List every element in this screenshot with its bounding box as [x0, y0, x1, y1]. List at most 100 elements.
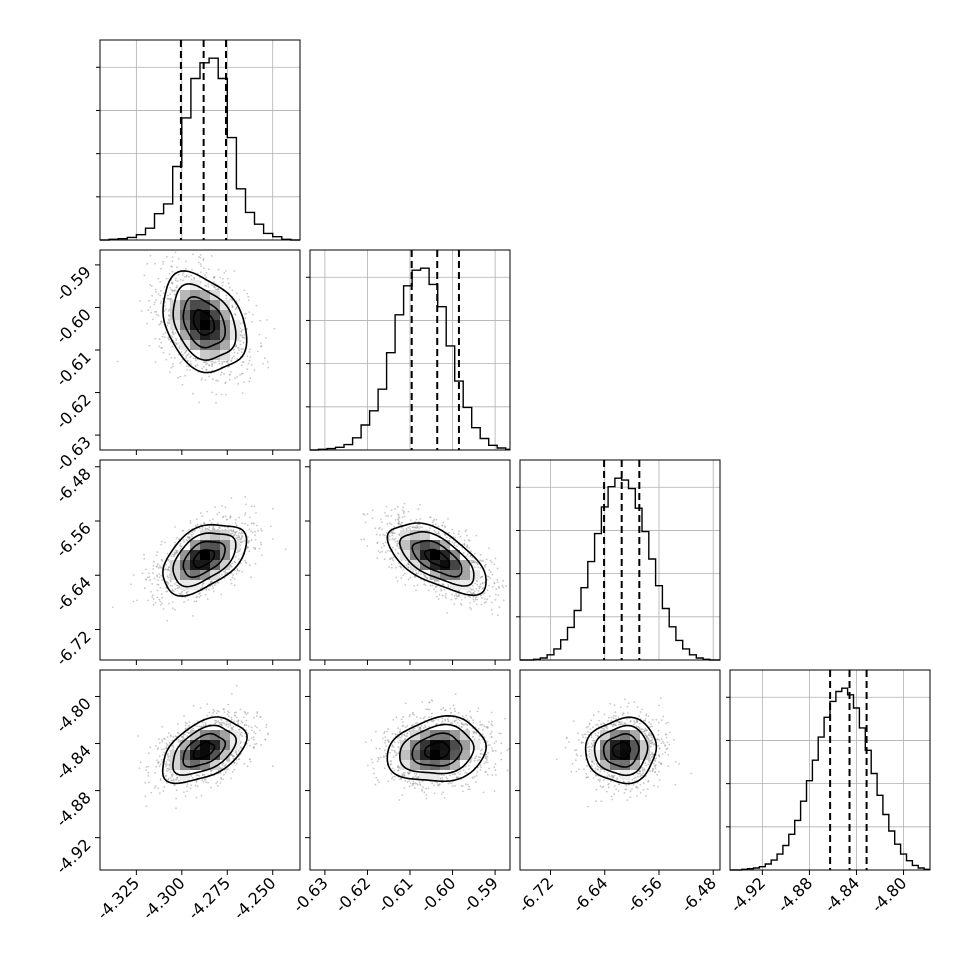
sample-point [239, 708, 242, 711]
sample-point [167, 581, 169, 584]
sample-point [238, 758, 241, 760]
sample-point [146, 322, 148, 325]
sample-point [576, 754, 579, 757]
sample-point [149, 306, 152, 308]
sample-point [203, 773, 206, 776]
sample-point [481, 733, 484, 736]
sample-point [168, 353, 171, 356]
sample-point [498, 732, 501, 735]
density-cell [180, 290, 190, 300]
sample-point [155, 310, 158, 313]
sample-point [504, 717, 506, 720]
sample-point [202, 781, 205, 783]
sample-point [600, 800, 603, 802]
sample-point [409, 576, 412, 579]
sample-point [159, 778, 162, 780]
sample-point [612, 776, 615, 779]
contour-line [411, 732, 463, 767]
sample-point [447, 782, 450, 785]
sample-point [435, 595, 438, 598]
sample-point [486, 759, 488, 761]
sample-point [148, 344, 151, 347]
sample-point [401, 774, 404, 777]
sample-point [432, 523, 434, 526]
sample-point [433, 579, 436, 582]
sample-point [457, 711, 460, 714]
sample-point [189, 522, 192, 524]
sample-point [199, 263, 202, 265]
sample-point [184, 260, 187, 263]
sample-point [181, 590, 184, 593]
sample-point [154, 262, 156, 265]
sample-point [476, 563, 479, 566]
sample-point [658, 747, 661, 749]
density-cell [600, 760, 610, 770]
sample-point [464, 765, 467, 768]
sample-point [215, 379, 218, 382]
sample-point [643, 768, 646, 771]
sample-point [589, 770, 592, 772]
y-tick-label: -6.48 [52, 464, 95, 507]
sample-point [626, 705, 629, 708]
sample-point [258, 547, 261, 550]
sample-point [468, 539, 471, 542]
sample-point [479, 583, 482, 586]
density-cell [230, 730, 240, 740]
sample-point [391, 558, 394, 560]
sample-point [636, 772, 639, 775]
sample-point [430, 715, 433, 718]
sample-point [489, 744, 491, 746]
sample-point [241, 522, 243, 525]
panel-contents [555, 697, 693, 808]
contour-line [386, 714, 487, 783]
density-cell [200, 290, 210, 300]
sample-point [440, 708, 442, 711]
sample-point [383, 558, 386, 561]
sample-point [571, 762, 574, 765]
sample-point [418, 781, 421, 783]
sample-point [484, 756, 487, 758]
sample-point [211, 527, 214, 530]
sample-point [175, 797, 178, 800]
sample-point [160, 574, 163, 577]
sample-point [379, 756, 382, 759]
sample-point [393, 749, 396, 752]
sample-point [611, 798, 614, 801]
sample-point [211, 362, 214, 365]
sample-point [437, 783, 439, 786]
sample-point [263, 357, 266, 360]
sample-point [150, 285, 153, 287]
sample-point [645, 764, 648, 767]
density-cell [190, 330, 200, 340]
sample-point [183, 276, 186, 278]
density-cell [220, 340, 230, 350]
sample-point [480, 560, 483, 562]
sample-point [164, 331, 167, 334]
sample-point [468, 785, 470, 788]
density-cell [420, 530, 430, 540]
density-cell [220, 540, 230, 550]
sample-point [481, 582, 484, 584]
density-cell [200, 570, 210, 580]
sample-point [473, 775, 476, 778]
sample-point [171, 553, 174, 556]
sample-point [205, 285, 208, 287]
sample-point [460, 726, 463, 729]
sample-point [237, 383, 240, 385]
sample-point [492, 750, 495, 752]
density-cell [440, 540, 450, 550]
sample-point [391, 532, 394, 535]
sample-point [494, 749, 497, 752]
density-cell [210, 760, 220, 770]
sample-point [159, 302, 162, 304]
sample-point [477, 707, 480, 710]
sample-point [488, 595, 491, 598]
sample-point [250, 364, 253, 366]
sample-point [651, 725, 653, 728]
sample-point [171, 330, 174, 332]
sample-point [179, 543, 182, 545]
sample-point [166, 324, 169, 327]
density-cell [470, 740, 480, 750]
sample-point [191, 535, 194, 538]
x-tick-label: -0.60 [417, 873, 460, 916]
